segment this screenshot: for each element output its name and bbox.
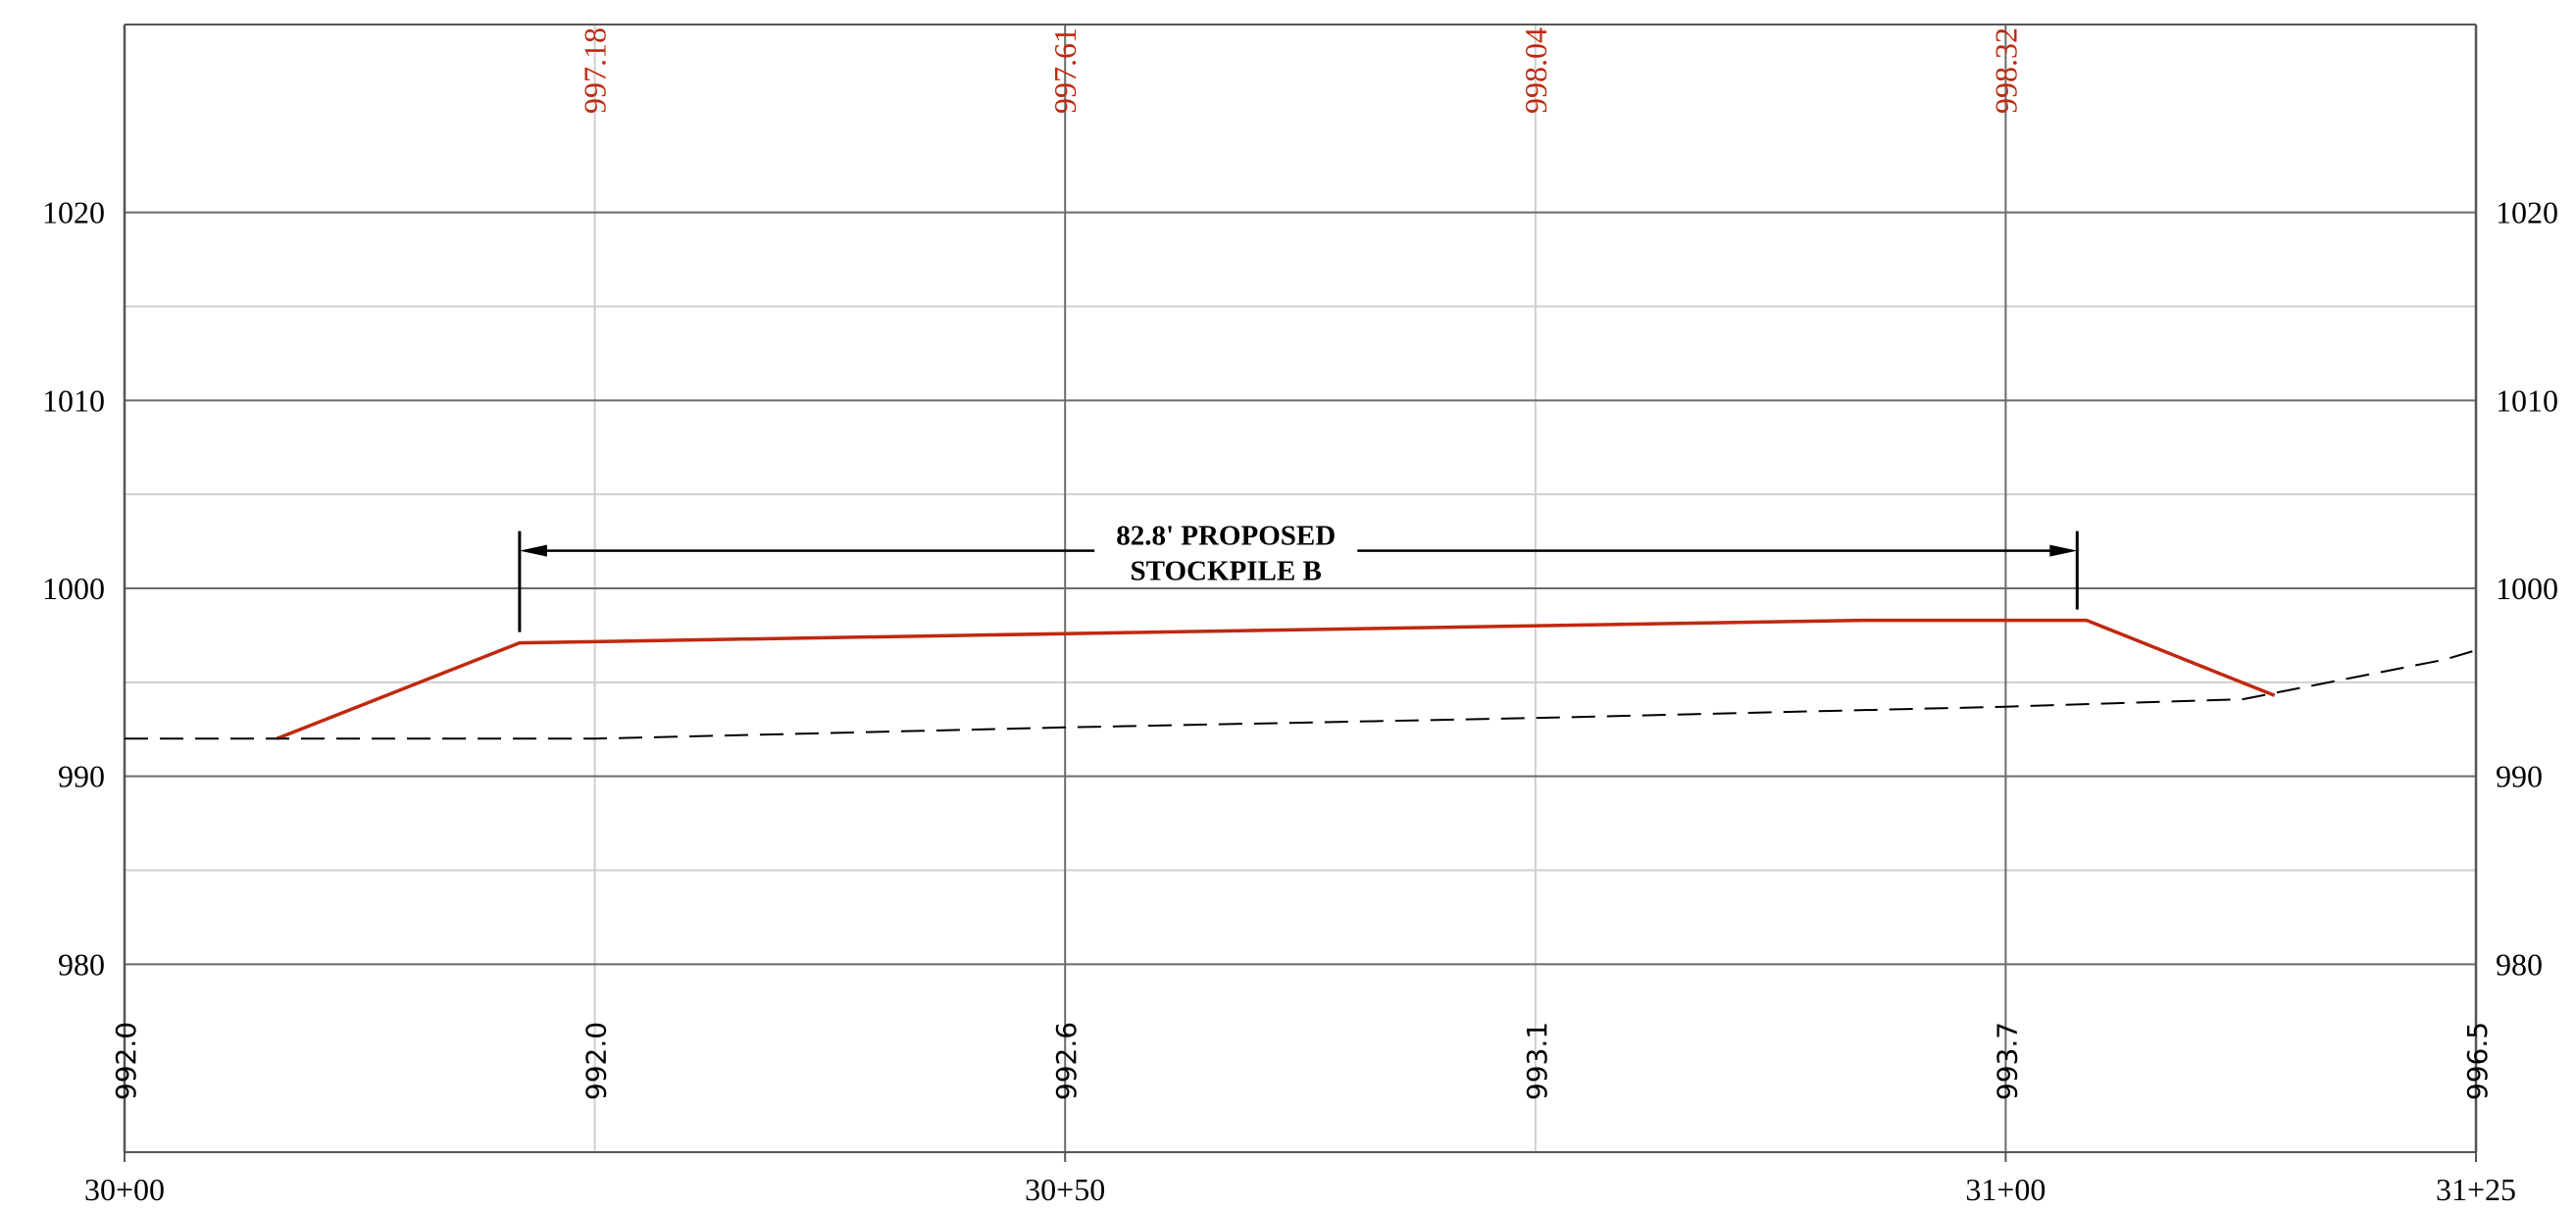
y-axis-label-right: 1020	[2496, 195, 2558, 230]
x-axis-station-label: 30+50	[1025, 1172, 1105, 1207]
existing-elevation-label: 992.0	[110, 1022, 142, 1100]
proposed-elevation-label: 997.61	[1047, 27, 1083, 114]
y-axis-label-left: 990	[58, 759, 105, 794]
x-axis-station-label: 31+25	[2436, 1172, 2516, 1207]
y-axis-label-right: 1000	[2496, 571, 2558, 606]
existing-elevation-label: 992.0	[581, 1022, 613, 1100]
proposed-elevation-label: 998.32	[1988, 27, 2023, 114]
dimension-arrowhead-right	[2049, 544, 2078, 557]
existing-elevation-label: 996.5	[2461, 1022, 2494, 1100]
existing-profile-line	[125, 649, 2477, 740]
y-axis-label-right: 990	[2496, 759, 2543, 794]
y-axis-label-left: 1010	[42, 382, 105, 418]
dimension-arrowhead-left	[519, 544, 547, 557]
existing-elevation-label: 993.7	[1991, 1022, 2023, 1100]
stockpile-length-label: 82.8' PROPOSED	[1116, 521, 1336, 552]
existing-elevation-label: 993.1	[1521, 1022, 1553, 1100]
y-axis-label-left: 980	[58, 946, 105, 982]
y-axis-label-right: 1010	[2496, 382, 2558, 418]
y-axis-label-left: 1000	[42, 571, 105, 606]
x-axis-station-label: 31+00	[1965, 1172, 2046, 1207]
proposed-elevation-label: 997.18	[578, 27, 613, 114]
existing-elevation-label: 992.6	[1050, 1022, 1083, 1100]
proposed-elevation-label: 998.04	[1518, 27, 1553, 114]
y-axis-label-left: 1020	[42, 195, 105, 230]
stockpile-name-label: STOCKPILE B	[1131, 556, 1322, 587]
x-axis-station-label: 30+00	[84, 1172, 165, 1207]
y-axis-label-right: 980	[2496, 946, 2543, 982]
proposed-profile-line	[276, 618, 2276, 740]
